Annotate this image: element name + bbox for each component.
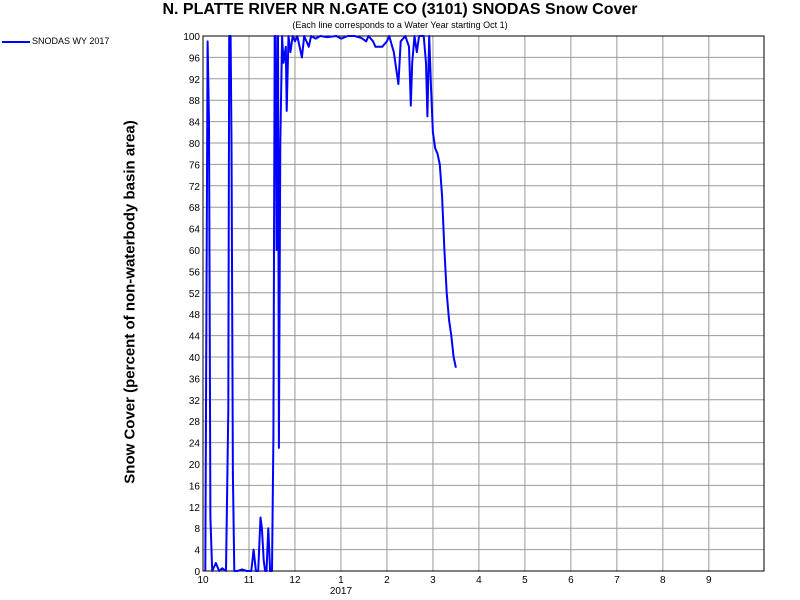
y-tick-label: 100	[183, 32, 200, 43]
y-tick-label: 88	[189, 96, 201, 107]
y-tick-label: 24	[189, 439, 201, 450]
x-tick-label: 8	[660, 575, 666, 586]
y-tick-label: 76	[189, 160, 201, 171]
x-tick-label: 7	[614, 575, 620, 586]
y-tick-label: 4	[194, 546, 200, 557]
plot-area	[202, 35, 765, 572]
y-tick-label: 56	[189, 267, 201, 278]
x-tick-label: 6	[568, 575, 574, 586]
y-tick-label: 0	[194, 567, 200, 578]
y-tick-label: 16	[189, 481, 201, 492]
y-tick-label: 84	[189, 118, 201, 129]
y-tick-label: 60	[189, 246, 201, 257]
y-tick-labels: 0481216202428323640444852566064687276808…	[183, 32, 200, 578]
x-tick-label: 11	[244, 575, 255, 586]
y-tick-label: 64	[189, 225, 201, 236]
y-tick-label: 40	[189, 353, 201, 364]
y-tick-label: 72	[189, 182, 201, 193]
x-tick-label: 2	[384, 575, 390, 586]
y-tick-label: 8	[194, 524, 200, 535]
series-lines	[204, 35, 457, 572]
y-tick-label: 36	[189, 374, 201, 385]
series-line-wy-2017	[204, 35, 457, 572]
y-tick-label: 68	[189, 203, 201, 214]
x-tick-label: 5	[522, 575, 528, 586]
legend-swatch	[2, 41, 30, 43]
chart-subtitle: (Each line corresponds to a Water Year s…	[292, 20, 508, 30]
y-tick-label: 92	[189, 75, 201, 86]
y-tick-label: 28	[189, 417, 201, 428]
x-tick-label: 9	[706, 575, 712, 586]
y-tick-label: 48	[189, 310, 201, 321]
y-tick-label: 96	[189, 53, 201, 64]
x-tick-label: 10	[197, 575, 209, 586]
y-tick-label: 32	[189, 396, 201, 407]
x-tick-label: 12	[289, 575, 301, 586]
x-tick-label: 1	[338, 575, 344, 586]
chart-title: N. PLATTE RIVER NR N.GATE CO (3101) SNOD…	[162, 1, 638, 18]
y-tick-label: 20	[189, 460, 201, 471]
x-tick-label: 4	[476, 575, 482, 586]
gridlines	[202, 35, 764, 572]
x-year-label: 2017	[330, 586, 353, 597]
y-tick-label: 12	[189, 503, 201, 514]
y-tick-label: 80	[189, 139, 201, 150]
legend-label: SNODAS WY 2017	[32, 36, 110, 46]
x-tick-label: 3	[430, 575, 436, 586]
y-tick-label: 44	[189, 332, 201, 343]
y-tick-label: 52	[189, 289, 201, 300]
